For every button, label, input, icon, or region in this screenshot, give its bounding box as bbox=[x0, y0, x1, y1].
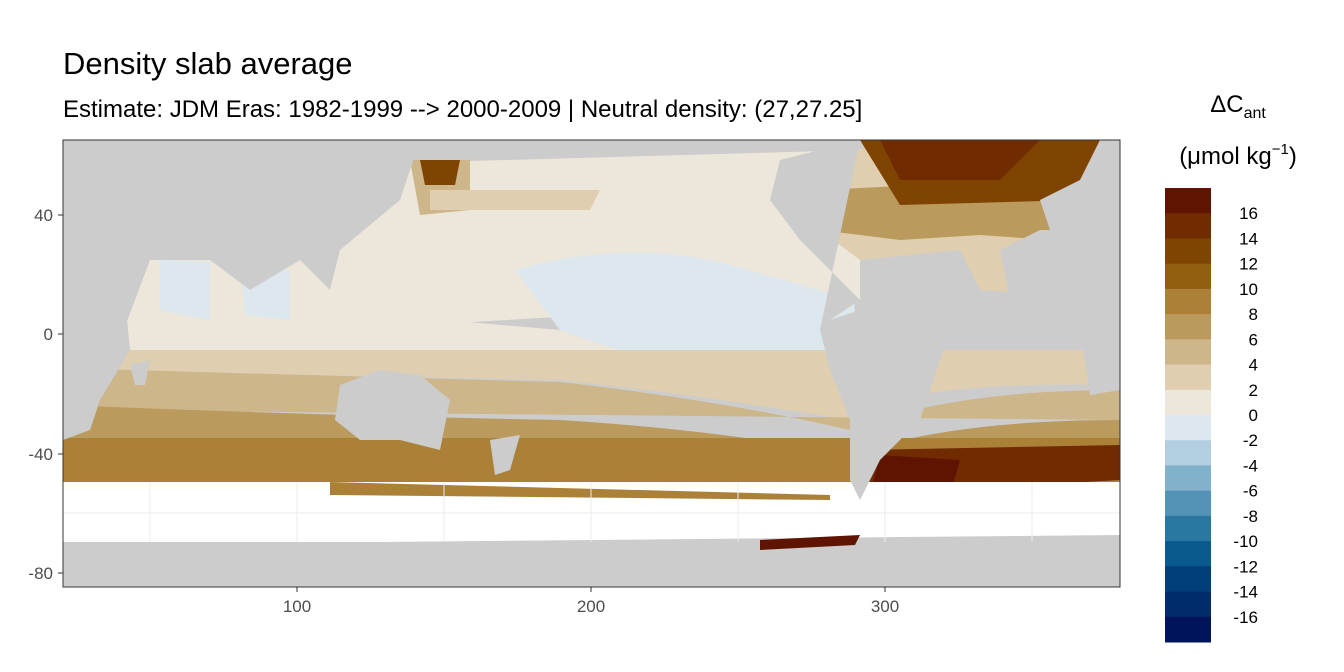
legend-color-bin bbox=[1165, 339, 1211, 366]
legend-label: 2 bbox=[1249, 381, 1258, 400]
legend-color-bin bbox=[1165, 591, 1211, 618]
legend-color-bin bbox=[1165, 515, 1211, 542]
legend-label: -2 bbox=[1243, 431, 1258, 450]
legend-label: -14 bbox=[1233, 583, 1258, 602]
x-axis: 100 200 300 bbox=[283, 587, 899, 616]
legend-label: 14 bbox=[1239, 229, 1258, 248]
africa-east bbox=[63, 280, 130, 440]
antarctica bbox=[63, 535, 1120, 587]
map-panel bbox=[63, 140, 1120, 587]
legend-color-bin bbox=[1165, 263, 1211, 290]
legend-color-bin bbox=[1165, 415, 1211, 441]
americas bbox=[770, 140, 950, 500]
legend-label: 8 bbox=[1249, 305, 1258, 324]
continents bbox=[63, 140, 1120, 587]
legend-color-bin bbox=[1165, 440, 1211, 466]
europe bbox=[1040, 140, 1120, 230]
legend-label: 0 bbox=[1249, 406, 1258, 425]
y-tick-label: 0 bbox=[44, 325, 53, 344]
eurasia bbox=[63, 140, 420, 300]
legend-color-bin bbox=[1165, 238, 1211, 265]
y-tick-label: -40 bbox=[28, 445, 53, 464]
y-axis: 40 0 -40 -80 bbox=[28, 206, 63, 583]
legend-label: -6 bbox=[1243, 482, 1258, 501]
legend-color-bin bbox=[1165, 465, 1211, 492]
legend-color-bin bbox=[1165, 490, 1211, 517]
plot-subtitle: Estimate: JDM Eras: 1982-1999 --> 2000-2… bbox=[63, 96, 862, 123]
legend-color-bin bbox=[1165, 616, 1211, 643]
legend-color-bin bbox=[1165, 364, 1211, 391]
x-tick-label: 200 bbox=[577, 597, 605, 616]
legend-label: -8 bbox=[1243, 507, 1258, 526]
australia bbox=[335, 370, 450, 450]
legend-label: -10 bbox=[1233, 532, 1258, 551]
legend-label: 10 bbox=[1239, 280, 1258, 299]
legend-color-bin bbox=[1165, 288, 1211, 315]
legend-label: -4 bbox=[1243, 456, 1258, 475]
legend-label: -16 bbox=[1233, 608, 1258, 627]
legend-label: 16 bbox=[1239, 204, 1258, 223]
gridlines bbox=[63, 482, 1120, 542]
legend-label: 12 bbox=[1239, 255, 1258, 274]
legend-title: ΔCant bbox=[1210, 91, 1266, 122]
x-tick-label: 300 bbox=[871, 597, 899, 616]
legend-label: 6 bbox=[1249, 330, 1258, 349]
legend-color-bin bbox=[1165, 314, 1211, 340]
legend-color-bin bbox=[1165, 188, 1211, 214]
new-zealand bbox=[490, 435, 520, 475]
plot-title: Density slab average bbox=[63, 46, 353, 81]
y-tick-label: -80 bbox=[28, 564, 53, 583]
legend-color-bin bbox=[1165, 389, 1211, 416]
color-legend: ΔCant (μmol kg−1) 16 14 12 10 8 6 4 2 0 -2 -4 -6 -8 -… bbox=[1165, 91, 1297, 643]
madagascar bbox=[130, 360, 150, 385]
legend-label: 4 bbox=[1249, 356, 1258, 375]
legend-label: -12 bbox=[1233, 557, 1258, 576]
legend-color-bin bbox=[1165, 566, 1211, 593]
y-tick-label: 40 bbox=[34, 206, 53, 225]
x-tick-label: 100 bbox=[283, 597, 311, 616]
legend-color-bin bbox=[1165, 213, 1211, 239]
africa-west bbox=[1000, 230, 1120, 395]
legend-color-bin bbox=[1165, 541, 1211, 567]
legend-unit: (μmol kg−1) bbox=[1179, 141, 1297, 170]
weddell-patch bbox=[760, 535, 860, 550]
